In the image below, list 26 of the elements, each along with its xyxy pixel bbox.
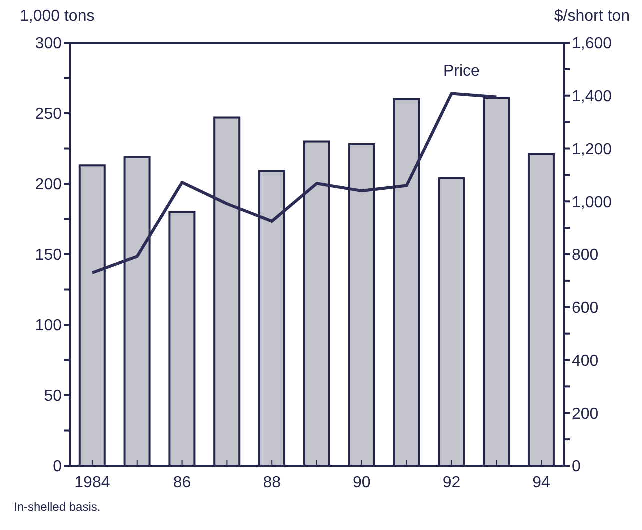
x-tick-label: 94	[532, 474, 551, 492]
y-tick-label: 50	[44, 388, 62, 406]
y2-tick-label: 400	[572, 352, 599, 370]
y-tick-label: 200	[35, 176, 62, 194]
y2-tick-label: 600	[572, 300, 599, 318]
y-tick-label: 0	[53, 458, 62, 476]
x-tick-label: 86	[173, 474, 192, 492]
y2-tick-label: 1,600	[572, 36, 612, 53]
y2-tick-label: 800	[572, 247, 599, 264]
y-tick-label: 300	[35, 36, 62, 53]
text: In-shelled basis.	[13, 500, 102, 514]
y2-axis-title: $/short ton	[554, 8, 630, 27]
series-label: Price	[444, 62, 480, 80]
y2-tick-label: 0	[572, 458, 581, 476]
x-tick-label: 1984	[74, 474, 110, 492]
y-axis-title: 1,000 tons	[20, 8, 95, 27]
y2-tick-label: 1,200	[572, 141, 612, 158]
y2-tick-label: 1,000	[572, 194, 612, 212]
y2-tick-label: 1,400	[572, 88, 612, 106]
y-tick-label: 250	[35, 106, 62, 124]
y-tick-label: 100	[35, 318, 62, 335]
y2-tick-label: 200	[572, 406, 599, 423]
x-tick-label: 88	[263, 474, 282, 492]
y-tick-label: 150	[35, 247, 62, 264]
x-tick-label: 90	[353, 474, 371, 492]
x-tick-label: 92	[442, 474, 461, 492]
